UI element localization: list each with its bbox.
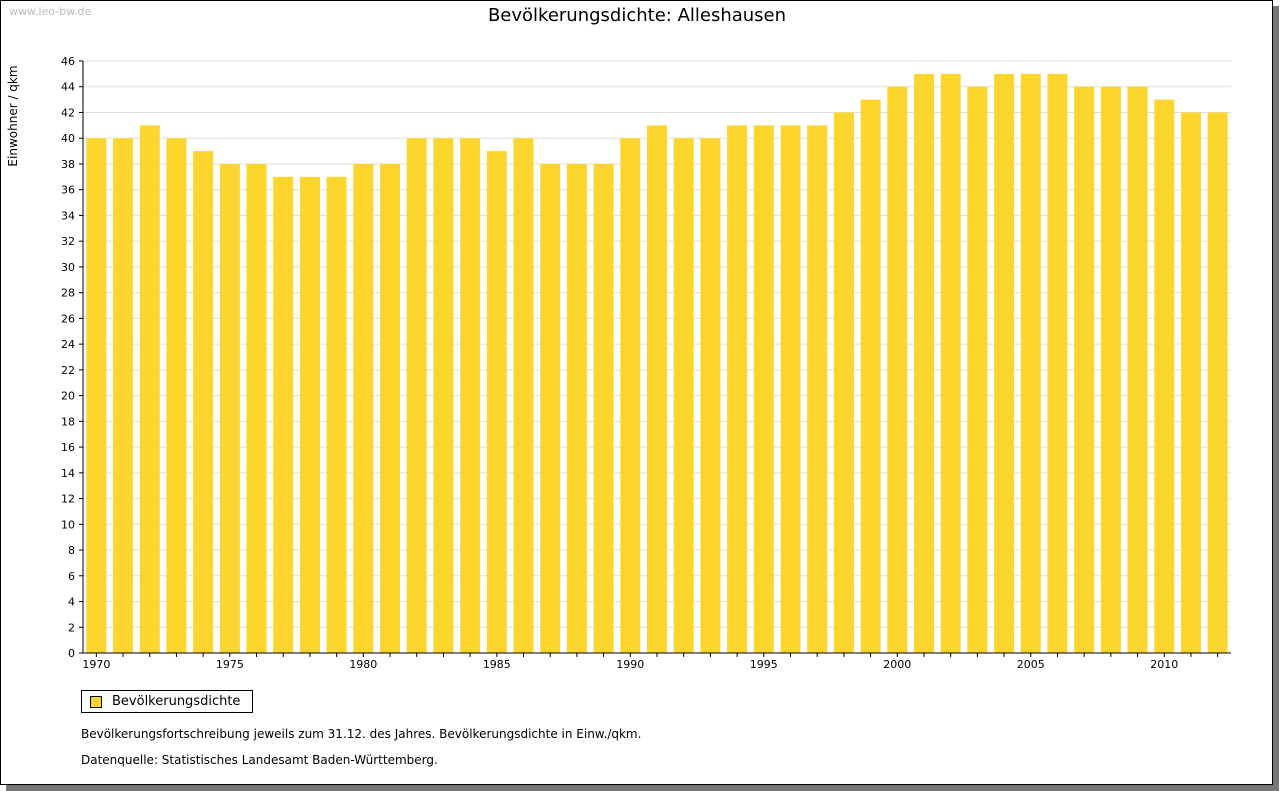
bar xyxy=(193,151,214,653)
bar xyxy=(727,125,748,653)
bar xyxy=(647,125,667,653)
bar xyxy=(406,138,427,653)
x-tick-label: 2010 xyxy=(1150,658,1178,671)
y-tick-label: 0 xyxy=(68,647,75,660)
bar xyxy=(353,163,374,653)
bar xyxy=(887,86,908,653)
bar xyxy=(807,125,828,653)
bar xyxy=(593,163,614,653)
y-tick-label: 14 xyxy=(61,467,75,480)
chart-title: Bevölkerungsdichte: Alleshausen xyxy=(487,5,787,26)
y-tick-label: 44 xyxy=(61,81,75,94)
bar xyxy=(139,125,160,653)
y-tick-label: 16 xyxy=(61,441,75,454)
bar xyxy=(1047,73,1068,653)
legend-swatch xyxy=(90,695,102,708)
bar xyxy=(273,176,294,653)
y-tick-label: 36 xyxy=(61,184,75,197)
bar xyxy=(299,176,320,653)
bar xyxy=(1154,99,1175,653)
bar xyxy=(380,163,401,653)
y-tick-label: 40 xyxy=(61,132,75,145)
bar xyxy=(1074,86,1095,653)
bar xyxy=(486,151,507,653)
bar xyxy=(940,73,961,653)
bar xyxy=(860,99,881,653)
y-tick-label: 2 xyxy=(68,621,75,634)
y-tick-label: 20 xyxy=(61,390,75,403)
bar xyxy=(246,163,267,653)
x-tick-label: 1990 xyxy=(616,658,644,671)
y-tick-label: 42 xyxy=(61,106,75,119)
y-tick-label: 34 xyxy=(61,209,75,222)
y-tick-label: 12 xyxy=(61,493,75,506)
x-tick-label: 1995 xyxy=(750,658,778,671)
bar xyxy=(700,138,721,653)
bar xyxy=(460,138,481,653)
bar xyxy=(433,138,454,653)
bar xyxy=(513,138,534,653)
y-tick-label: 8 xyxy=(68,544,75,557)
bar xyxy=(994,73,1015,653)
source-note: Datenquelle: Statistisches Landesamt Bad… xyxy=(81,753,438,767)
y-tick-label: 46 xyxy=(61,55,75,68)
bar xyxy=(1207,112,1228,653)
bar xyxy=(326,176,347,653)
bar xyxy=(673,138,694,653)
y-tick-label: 24 xyxy=(61,338,75,351)
bar xyxy=(1127,86,1148,653)
bar xyxy=(967,86,988,653)
y-tick-label: 30 xyxy=(61,261,75,274)
y-tick-label: 38 xyxy=(61,158,75,171)
bar xyxy=(86,138,107,653)
bar xyxy=(753,125,774,653)
y-tick-label: 26 xyxy=(61,312,75,325)
x-tick-label: 1985 xyxy=(483,658,511,671)
y-tick-label: 4 xyxy=(68,596,75,609)
bar xyxy=(1180,112,1201,653)
bar xyxy=(620,138,641,653)
bar xyxy=(1020,73,1041,653)
y-tick-label: 6 xyxy=(68,570,75,583)
y-tick-label: 10 xyxy=(61,518,75,531)
x-tick-label: 2000 xyxy=(883,658,911,671)
x-tick-label: 1975 xyxy=(216,658,244,671)
y-tick-label: 22 xyxy=(61,364,75,377)
bar xyxy=(1100,86,1121,653)
footnote: Bevölkerungsfortschreibung jeweils zum 3… xyxy=(81,727,642,741)
y-tick-label: 28 xyxy=(61,287,75,300)
bar xyxy=(566,163,587,653)
legend: Bevölkerungsdichte xyxy=(81,690,254,713)
watermark: www.leo-bw.de xyxy=(9,5,92,18)
x-tick-label: 1970 xyxy=(82,658,110,671)
bar xyxy=(166,138,187,653)
x-tick-label: 2005 xyxy=(1017,658,1045,671)
bar xyxy=(780,125,801,653)
y-tick-label: 18 xyxy=(61,415,75,428)
bar xyxy=(219,163,240,653)
x-tick-label: 1980 xyxy=(349,658,377,671)
y-tick-label: 32 xyxy=(61,235,75,248)
legend-label: Bevölkerungsdichte xyxy=(112,694,241,709)
bar xyxy=(540,163,561,653)
bar xyxy=(833,112,854,653)
bar xyxy=(913,73,934,653)
bar xyxy=(113,138,134,653)
